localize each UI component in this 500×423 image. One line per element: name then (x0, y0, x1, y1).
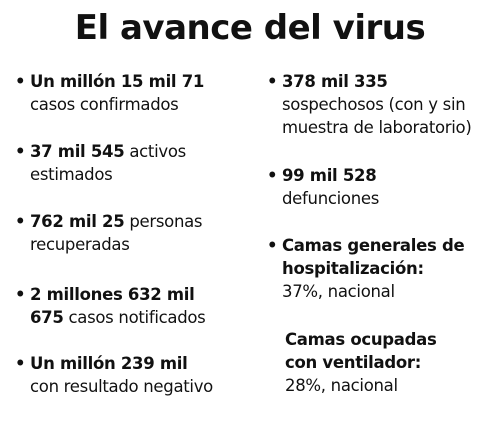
stat-notified-line2: 675 casos notificados (30, 306, 206, 329)
stat-notified-label: casos notificados (63, 308, 206, 327)
stat-active-estimated: • 37 mil 545 activos estimados (15, 140, 186, 186)
stat-suspected: • 378 mil 335 sospechosos (con y sin mue… (267, 70, 472, 139)
bullet: • (15, 142, 26, 161)
bullet: • (15, 212, 26, 231)
stat-ventilator-beds: Camas ocupadas con ventilador: 28%, naci… (285, 328, 437, 397)
stat-suspected-label-cont: muestra de laboratorio) (282, 118, 472, 137)
bullet: • (15, 72, 26, 91)
stat-confirmed-cases: • Un millón 15 mil 71 casos confirmados (15, 70, 205, 116)
stat-ventilator-beds-title-cont: con ventilador: (285, 353, 422, 372)
stat-deaths: • 99 mil 528 defunciones (267, 164, 380, 210)
stat-confirmed-value: Un millón 15 mil 71 (30, 72, 205, 91)
stat-general-beds-value: 37%, nacional (282, 282, 395, 301)
bullet: • (267, 166, 278, 185)
bullet: • (15, 354, 26, 373)
stat-recovered-value: 762 mil 25 (30, 212, 125, 231)
stat-negative-label: con resultado negativo (30, 377, 213, 396)
stat-active-label: estimados (30, 165, 113, 184)
bullet: • (267, 72, 278, 91)
stat-suspected-label: sospechosos (con y sin (282, 95, 466, 114)
stat-deaths-label: defunciones (282, 189, 380, 208)
stat-recovered-label: recuperadas (30, 235, 130, 254)
stat-deaths-value: 99 mil 528 (282, 166, 377, 185)
stat-active-rest: activos (124, 142, 186, 161)
stat-confirmed-label: casos confirmados (30, 95, 179, 114)
stat-notified-value: 2 millones 632 mil (30, 285, 195, 304)
stat-general-beds-title-cont: hospitalización: (282, 259, 424, 278)
stat-ventilator-beds-title: Camas ocupadas (285, 330, 437, 349)
page-title: El avance del virus (74, 8, 426, 48)
bullet: • (267, 236, 278, 255)
stat-notified-cases: • 2 millones 632 mil 675 casos notificad… (15, 283, 206, 329)
stat-recovered-rest: personas (124, 212, 203, 231)
stat-suspected-value: 378 mil 335 (282, 72, 388, 91)
stat-negative-value: Un millón 239 mil (30, 354, 188, 373)
stat-recovered: • 762 mil 25 personas recuperadas (15, 210, 203, 256)
stat-ventilator-beds-value: 28%, nacional (285, 376, 398, 395)
stat-general-beds: • Camas generales de hospitalización: 37… (267, 234, 465, 303)
stat-active-value: 37 mil 545 (30, 142, 125, 161)
stat-general-beds-title: Camas generales de (282, 236, 465, 255)
stat-negative: • Un millón 239 mil con resultado negati… (15, 352, 213, 398)
stat-notified-value-cont: 675 (30, 308, 64, 327)
bullet: • (15, 285, 26, 304)
